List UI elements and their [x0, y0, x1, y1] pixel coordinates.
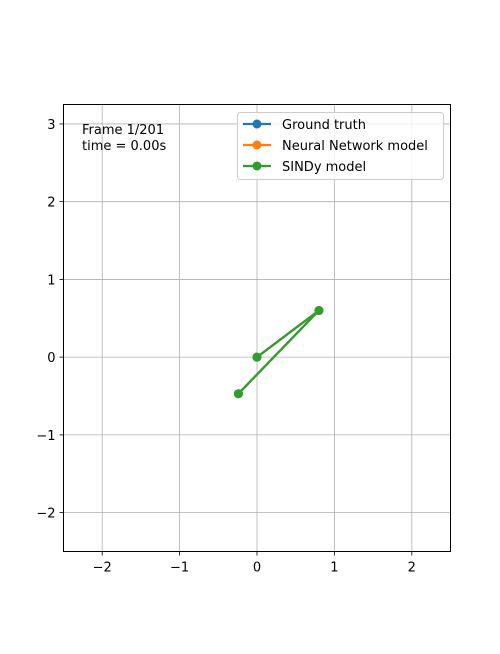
- series-point: [252, 352, 262, 362]
- legend: Ground truth Neural Network model SINDy mo…: [237, 112, 444, 180]
- legend-label: Ground truth: [282, 118, 366, 133]
- y-tick-label: 1: [47, 273, 55, 288]
- legend-marker: [252, 140, 262, 150]
- time-annotation: time = 0.00s: [82, 139, 166, 154]
- x-tick-label: −1: [170, 561, 189, 576]
- legend-marker: [252, 119, 262, 129]
- x-tick-label: 0: [253, 561, 261, 576]
- plot-frame: [63, 104, 451, 552]
- y-tick-label: 3: [47, 118, 55, 133]
- x-tick-label: −2: [93, 561, 112, 576]
- axis-ticks: −2 −1 0 1 2 −2 −1 0 1 2 3: [36, 118, 416, 576]
- legend-label: Neural Network model: [282, 139, 428, 154]
- frame-annotation: Frame 1/201: [82, 123, 164, 138]
- y-tick-label: −2: [36, 507, 55, 522]
- series-layer: [233, 306, 324, 399]
- y-tick-label: 0: [47, 351, 55, 366]
- x-tick-label: 1: [330, 561, 338, 576]
- series-point: [233, 389, 243, 399]
- series-point: [314, 306, 324, 316]
- legend-marker: [252, 161, 262, 171]
- y-tick-label: 2: [47, 196, 55, 211]
- legend-box: [237, 112, 444, 180]
- y-tick-label: −1: [36, 429, 55, 444]
- legend-label: SINDy model: [282, 160, 366, 175]
- x-tick-label: 2: [408, 561, 416, 576]
